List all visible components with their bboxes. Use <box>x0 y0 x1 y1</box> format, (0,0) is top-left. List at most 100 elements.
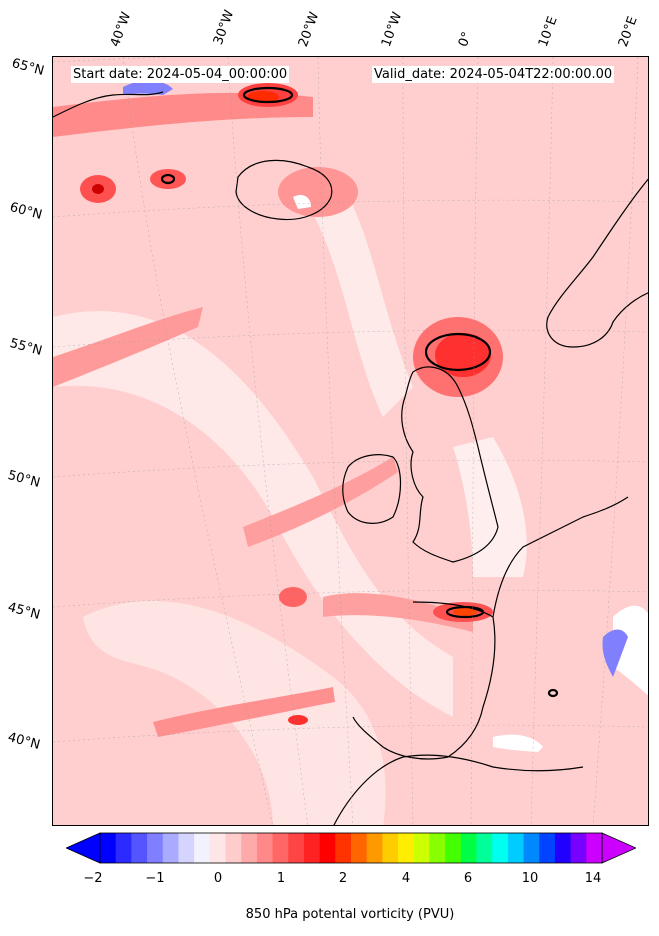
colorbar-segment <box>460 833 477 863</box>
pv-maximum <box>288 715 308 725</box>
colorbar-segment <box>288 833 305 863</box>
colorbar-tick-label: 6 <box>463 871 473 886</box>
colorbar-segment <box>429 833 446 863</box>
pv-band <box>323 593 473 632</box>
colorbar-tick-label: 2 <box>338 871 348 886</box>
colorbar-border <box>99 832 603 864</box>
pv-light-swath <box>53 311 453 717</box>
longitude-label: 10°W <box>378 10 406 49</box>
pv-contour <box>160 173 176 185</box>
longitude-label: 10°E <box>535 14 561 50</box>
latitude-label: 65°N <box>10 56 46 79</box>
longitude-label: 20°W <box>295 10 323 49</box>
colorbar-segment <box>131 833 148 863</box>
start-date-label: Start date: 2024-05-04_00:00:00 <box>71 66 290 83</box>
north-africa-coast <box>333 754 584 825</box>
pv-band <box>243 457 398 547</box>
colorbar-segment <box>209 833 226 863</box>
pv-maximum <box>453 608 477 616</box>
graticule-line <box>53 589 648 608</box>
colorbar-segment <box>272 833 289 863</box>
colorbar-tick-label: 14 <box>584 871 602 886</box>
pv-negative-patch <box>293 195 311 209</box>
longitude-label: 30°W <box>210 8 238 47</box>
colorbar-segment <box>523 833 540 863</box>
pv-negative-patch <box>493 734 543 752</box>
graticule-line <box>470 57 479 825</box>
latitude-label: 45°N <box>6 600 42 623</box>
colorbar-segment <box>507 833 525 863</box>
pv-light-swath <box>303 187 413 417</box>
colorbar-segment <box>492 833 509 863</box>
graticule-line <box>122 57 273 825</box>
graticule-line <box>402 57 414 825</box>
pv-maximum <box>150 169 186 189</box>
colorbar-extend-min <box>66 832 101 864</box>
graticule-line <box>592 57 639 825</box>
colorbar-segment <box>241 833 258 863</box>
colorbar-segment <box>554 833 572 863</box>
colorbar-extend-max <box>601 832 636 864</box>
colorbar-tick-label: 1 <box>276 871 286 886</box>
coastlines <box>53 91 648 825</box>
colorbar-segment <box>366 833 383 863</box>
pv-negative-patch <box>602 629 628 677</box>
latitude-label: 40°N <box>6 730 42 753</box>
colorbar-tick-label: 10 <box>521 871 539 886</box>
pv-maximum <box>279 587 307 607</box>
colorbar-segment <box>586 833 603 863</box>
colorbar-segment <box>445 833 462 863</box>
map-canvas <box>53 57 648 825</box>
graticule-line <box>530 57 554 825</box>
colorbar-segment <box>194 833 211 863</box>
colorbar-segment <box>100 833 117 863</box>
graticule-line <box>53 459 648 478</box>
colorbar-segment <box>162 833 179 863</box>
colorbar-segment <box>413 833 430 863</box>
pv-contour <box>424 332 492 372</box>
longitude-label: 20°E <box>615 14 641 50</box>
latitude-label: 50°N <box>6 468 42 491</box>
graticule-line <box>53 329 648 348</box>
pv-band <box>153 687 335 737</box>
pv-band <box>53 307 203 387</box>
pv-negative-patch <box>613 605 648 696</box>
colorbar-segment <box>303 833 321 863</box>
great-britain-coast <box>401 366 499 563</box>
colorbar-segment <box>147 833 164 863</box>
colorbar-segment <box>398 833 415 863</box>
pv-contour <box>547 688 559 698</box>
colorbar-segment <box>335 833 352 863</box>
colorbar-segment <box>539 833 556 863</box>
pv-maximum <box>92 184 104 194</box>
longitude-label: 0° <box>455 29 476 49</box>
france-coast <box>492 496 629 618</box>
latitude-label: 60°N <box>8 200 44 223</box>
colorbar-segment <box>319 833 336 863</box>
colorbar-segment <box>382 833 399 863</box>
colorbar-segment <box>178 833 195 863</box>
colorbar <box>66 832 636 864</box>
colorbar-segment <box>256 833 274 863</box>
colorbar-segment <box>115 833 132 863</box>
valid-date-label: Valid_date: 2024-05-04T22:00:00.00 <box>372 66 615 83</box>
graticule <box>53 57 648 825</box>
ireland-coast <box>342 454 402 524</box>
iceland-coast <box>235 159 333 221</box>
pv-light-swath <box>453 437 527 577</box>
pv-maximum <box>278 167 358 217</box>
colorbar-tick-label: −2 <box>83 871 103 886</box>
map-frame <box>52 56 649 826</box>
latitude-label: 55°N <box>8 336 44 359</box>
colorbar-tick-label: 0 <box>213 871 223 886</box>
graticule-line <box>53 199 648 218</box>
graticule-line <box>53 724 648 743</box>
pv-negative-patch <box>123 80 173 95</box>
colorbar-tick-label: −1 <box>145 871 165 886</box>
pv-contour <box>242 86 294 104</box>
pv-contours <box>160 86 559 698</box>
graticule-line <box>317 57 354 825</box>
colorbar-label: 850 hPa potental vorticity (PVU) <box>245 907 455 922</box>
longitude-label: 40°W <box>107 10 135 49</box>
colorbar-segment <box>225 833 242 863</box>
